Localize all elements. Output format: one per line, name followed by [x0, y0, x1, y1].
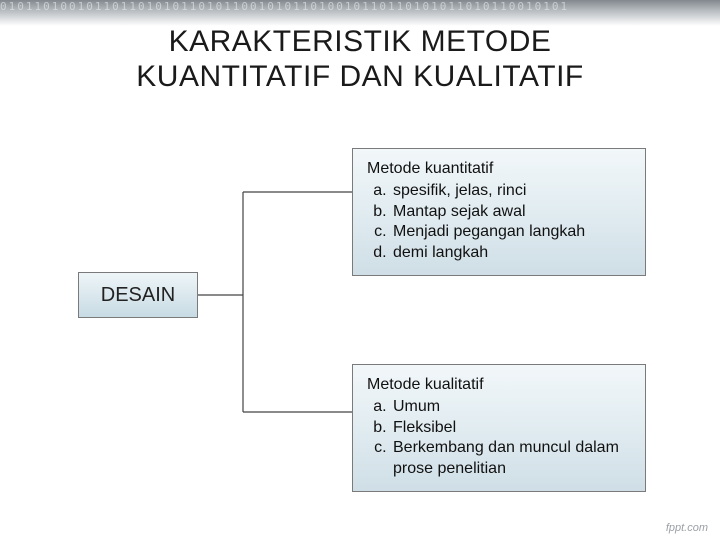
list-item: Umum	[391, 397, 631, 417]
list-item: Fleksibel	[391, 418, 631, 438]
title-line-1: KARAKTERISTIK METODE	[169, 25, 552, 58]
root-label: DESAIN	[101, 284, 175, 307]
box-a-list: spesifik, jelas, rinci Mantap sejak awal…	[367, 181, 631, 263]
title-line-2: KUANTITATIF DAN KUALITATIF	[136, 60, 583, 93]
list-item: Berkembang dan muncul dalam prose peneli…	[391, 438, 631, 479]
box-b-heading: Metode kualitatif	[367, 375, 631, 395]
page-title: KARAKTERISTIK METODE KUANTITATIF DAN KUA…	[0, 24, 720, 95]
list-item: Mantap sejak awal	[391, 202, 631, 222]
footer-attribution: fppt.com	[666, 522, 708, 534]
list-item: Menjadi pegangan langkah	[391, 222, 631, 242]
box-metode-kualitatif: Metode kualitatif Umum Fleksibel Berkemb…	[352, 364, 646, 492]
root-node-desain: DESAIN	[78, 272, 198, 318]
box-metode-kuantitatif: Metode kuantitatif spesifik, jelas, rinc…	[352, 148, 646, 276]
list-item: spesifik, jelas, rinci	[391, 181, 631, 201]
box-b-list: Umum Fleksibel Berkembang dan muncul dal…	[367, 397, 631, 479]
header-binary-pattern: 0101101001011011010101101011001010110100…	[0, 0, 720, 22]
box-a-heading: Metode kuantitatif	[367, 159, 631, 179]
list-item: demi langkah	[391, 243, 631, 263]
